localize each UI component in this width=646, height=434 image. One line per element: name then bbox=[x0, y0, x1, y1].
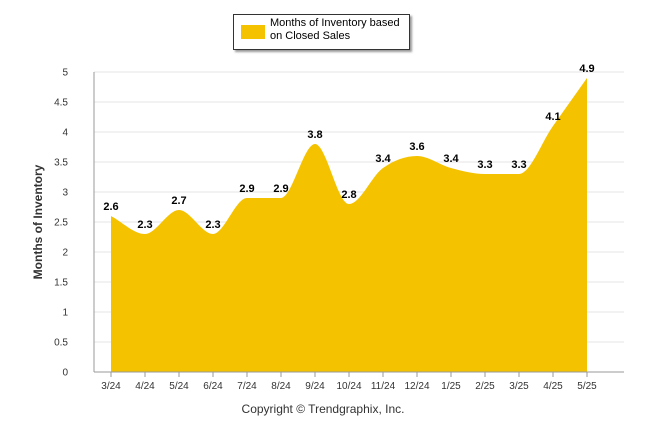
x-tick-label: 9/24 bbox=[305, 381, 325, 392]
x-tick-label: 4/24 bbox=[135, 381, 155, 392]
legend: Months of Inventory based on Closed Sale… bbox=[233, 14, 410, 50]
x-tick-label: 5/24 bbox=[169, 381, 189, 392]
data-label: 4.9 bbox=[579, 63, 594, 75]
x-tick-label: 2/25 bbox=[475, 381, 495, 392]
data-label: 3.8 bbox=[307, 129, 322, 141]
x-tick-label: 10/24 bbox=[336, 381, 361, 392]
data-label: 3.4 bbox=[443, 153, 459, 165]
x-tick-label: 3/25 bbox=[509, 381, 529, 392]
copyright-text: Copyright © Trendgraphix, Inc. bbox=[241, 402, 405, 416]
x-tick-label: 11/24 bbox=[371, 381, 396, 392]
data-label: 2.8 bbox=[341, 189, 356, 201]
y-tick-label: 0 bbox=[62, 368, 68, 379]
x-tick-label: 4/25 bbox=[543, 381, 563, 392]
data-label: 2.9 bbox=[239, 183, 254, 195]
y-tick-label: 0.5 bbox=[54, 338, 68, 349]
x-tick-label: 5/25 bbox=[577, 381, 597, 392]
data-label: 4.1 bbox=[545, 111, 560, 123]
data-label: 3.3 bbox=[477, 159, 492, 171]
x-tick-label: 8/24 bbox=[271, 381, 291, 392]
y-tick-label: 4 bbox=[62, 128, 68, 139]
x-tick-labels: 3/24 4/24 5/24 6/24 7/24 8/24 9/24 10/24 11/24 12… bbox=[101, 381, 597, 392]
series-area bbox=[111, 78, 587, 372]
x-tick-label: 7/24 bbox=[237, 381, 257, 392]
y-axis-title: Months of Inventory bbox=[31, 164, 45, 279]
x-tick-label: 12/24 bbox=[404, 381, 429, 392]
legend-swatch bbox=[241, 25, 265, 39]
y-tick-label: 1 bbox=[62, 308, 68, 319]
y-tick-label: 3.5 bbox=[54, 158, 68, 169]
data-label: 2.3 bbox=[205, 219, 220, 231]
x-tick-label: 3/24 bbox=[101, 381, 121, 392]
data-label: 2.6 bbox=[103, 201, 118, 213]
axes bbox=[93, 72, 624, 377]
data-label: 2.3 bbox=[137, 219, 152, 231]
y-tick-label: 5 bbox=[62, 68, 68, 79]
data-label: 3.4 bbox=[375, 153, 391, 165]
data-labels: 2.6 2.3 2.7 2.3 2.9 2.9 3.8 2.8 3.4 3.6 3.4 3.3 3.3 4… bbox=[103, 63, 594, 231]
x-tick-label: 1/25 bbox=[441, 381, 461, 392]
y-tick-label: 3 bbox=[62, 188, 68, 199]
y-tick-labels: 0 0.5 1 1.5 2 2.5 3 3.5 4 4.5 5 bbox=[54, 68, 68, 379]
data-label: 3.6 bbox=[409, 141, 424, 153]
legend-label: Months of Inventory based on Closed Sale… bbox=[270, 17, 400, 42]
data-label: 2.7 bbox=[171, 195, 186, 207]
y-tick-label: 2 bbox=[62, 248, 68, 259]
data-label: 2.9 bbox=[273, 183, 288, 195]
y-tick-label: 1.5 bbox=[54, 278, 68, 289]
x-tick-label: 6/24 bbox=[203, 381, 223, 392]
y-tick-label: 2.5 bbox=[54, 218, 68, 229]
y-tick-label: 4.5 bbox=[54, 98, 68, 109]
data-label: 3.3 bbox=[511, 159, 526, 171]
